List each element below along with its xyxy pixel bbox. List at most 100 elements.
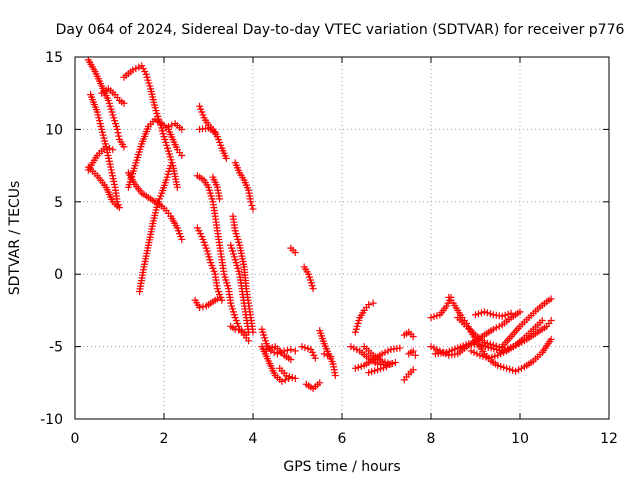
data-point <box>427 314 435 322</box>
data-point <box>113 125 121 133</box>
data-point <box>327 353 335 361</box>
data-track <box>84 163 121 210</box>
data-track <box>193 172 253 345</box>
data-point <box>173 183 181 191</box>
data-point <box>320 350 328 358</box>
data-point <box>480 338 488 346</box>
data-point <box>483 309 491 317</box>
data-point <box>474 310 482 318</box>
data-point <box>473 350 481 358</box>
data-point <box>472 311 479 319</box>
data-point <box>105 144 113 152</box>
data-track <box>365 363 390 377</box>
data-point <box>268 344 276 352</box>
data-point <box>132 65 140 73</box>
data-point <box>377 365 385 373</box>
data-point <box>357 362 365 370</box>
data-point <box>316 379 324 387</box>
data-point <box>368 368 376 376</box>
data-point <box>500 348 508 356</box>
data-point <box>409 366 417 374</box>
x-tick-label: 8 <box>427 431 436 447</box>
data-point <box>291 347 299 355</box>
data-points <box>84 56 555 393</box>
data-point <box>492 324 500 332</box>
data-point <box>213 295 221 303</box>
data-point <box>516 308 524 316</box>
data-point <box>501 311 509 319</box>
data-point <box>115 132 123 140</box>
data-point <box>114 129 122 137</box>
data-point <box>489 341 497 349</box>
data-point <box>353 345 361 353</box>
data-point <box>512 367 520 375</box>
data-point <box>515 366 523 374</box>
data-point <box>538 317 546 325</box>
y-axis-label: SDTVAR / TECUs <box>7 181 23 296</box>
data-point <box>381 358 389 366</box>
data-point <box>489 325 497 333</box>
data-track <box>231 159 257 213</box>
data-point <box>304 345 312 353</box>
x-tick-label: 10 <box>511 431 529 447</box>
axis-ticks <box>74 56 610 420</box>
data-point <box>262 345 270 353</box>
data-track <box>164 120 186 133</box>
data-point <box>331 372 339 380</box>
data-point <box>109 146 117 154</box>
data-point <box>509 366 517 374</box>
data-point <box>283 346 291 354</box>
data-point <box>387 360 395 368</box>
data-point <box>291 248 299 256</box>
data-point <box>383 363 390 371</box>
data-point <box>503 364 511 372</box>
data-point <box>350 344 358 352</box>
x-tick-labels: 0 2 4 6 8 10 12 <box>71 431 618 447</box>
data-point <box>113 202 121 210</box>
data-point <box>488 353 496 361</box>
data-point <box>369 299 377 307</box>
data-point <box>249 205 257 213</box>
data-point <box>504 310 512 318</box>
data-track <box>262 343 295 364</box>
data-point <box>278 377 286 385</box>
data-point <box>120 99 128 107</box>
data-point <box>547 295 555 303</box>
data-track <box>351 299 377 336</box>
data-point <box>301 344 309 352</box>
data-track <box>467 317 546 362</box>
data-point <box>494 361 502 369</box>
x-tick-label: 0 <box>71 431 80 447</box>
data-point <box>247 198 255 206</box>
y-tick-label: -5 <box>49 340 63 356</box>
data-point <box>178 151 186 159</box>
data-track <box>360 343 395 368</box>
data-point <box>470 348 478 356</box>
data-track <box>87 91 123 212</box>
data-track <box>209 173 224 203</box>
data-point <box>178 235 186 243</box>
data-point <box>427 343 435 351</box>
data-track <box>320 350 335 361</box>
data-point <box>288 373 296 381</box>
data-point <box>311 354 319 362</box>
data-point <box>409 347 417 355</box>
data-point <box>291 374 299 382</box>
data-point <box>242 331 250 339</box>
data-point <box>507 309 515 317</box>
data-point <box>411 351 419 359</box>
data-point <box>517 364 525 372</box>
data-point <box>129 66 137 74</box>
data-track <box>298 343 319 362</box>
y-tick-label: 15 <box>45 50 63 66</box>
data-point <box>248 201 256 209</box>
data-point <box>164 123 172 131</box>
data-point <box>287 345 295 353</box>
data-point <box>249 328 257 336</box>
data-track <box>302 379 324 393</box>
data-point <box>433 345 441 353</box>
data-point <box>378 357 386 365</box>
data-track <box>193 224 226 304</box>
data-track <box>400 366 417 384</box>
